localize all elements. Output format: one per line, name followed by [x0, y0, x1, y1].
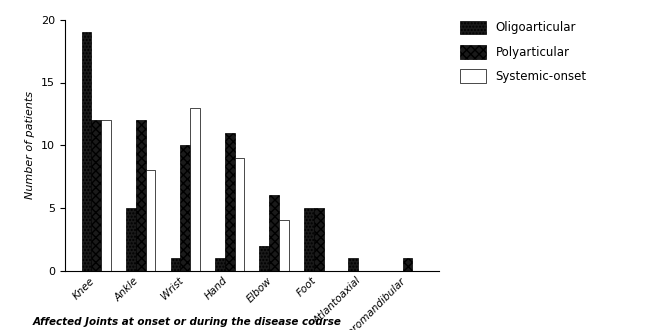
Bar: [402, 258, 412, 271]
Y-axis label: Number of patients: Number of patients: [25, 91, 35, 199]
Bar: [304, 208, 314, 271]
Bar: [234, 158, 244, 271]
Bar: [348, 258, 359, 271]
Bar: [190, 108, 200, 271]
Bar: [92, 120, 101, 271]
Bar: [314, 208, 324, 271]
Bar: [171, 258, 180, 271]
Bar: [81, 32, 92, 271]
Bar: [279, 220, 289, 271]
Bar: [269, 195, 279, 271]
Text: Affected Joints at onset or during the disease course: Affected Joints at onset or during the d…: [32, 317, 341, 327]
Bar: [101, 120, 111, 271]
Bar: [215, 258, 225, 271]
Bar: [225, 133, 234, 271]
Bar: [126, 208, 136, 271]
Bar: [260, 246, 269, 271]
Bar: [145, 170, 156, 271]
Bar: [136, 120, 145, 271]
Bar: [180, 145, 190, 271]
Legend: Oligoarticular, Polyarticular, Systemic-onset: Oligoarticular, Polyarticular, Systemic-…: [460, 21, 587, 83]
